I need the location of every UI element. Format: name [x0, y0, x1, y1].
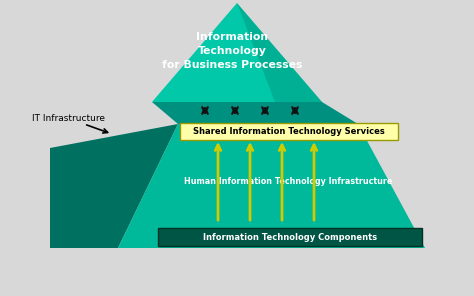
Text: Information Technology Components: Information Technology Components — [203, 232, 377, 242]
Polygon shape — [118, 124, 425, 248]
Text: Shared Information Technology Services: Shared Information Technology Services — [193, 127, 385, 136]
Text: IT Infrastructure: IT Infrastructure — [31, 113, 104, 123]
Polygon shape — [152, 102, 358, 124]
Polygon shape — [237, 3, 322, 102]
Text: Information
Technology
for Business Processes: Information Technology for Business Proc… — [162, 32, 302, 70]
Bar — [158, 228, 422, 246]
Polygon shape — [152, 3, 322, 102]
Text: Human Information Technology Infrastructure: Human Information Technology Infrastruct… — [184, 176, 392, 186]
Polygon shape — [50, 124, 178, 248]
Bar — [180, 123, 398, 140]
